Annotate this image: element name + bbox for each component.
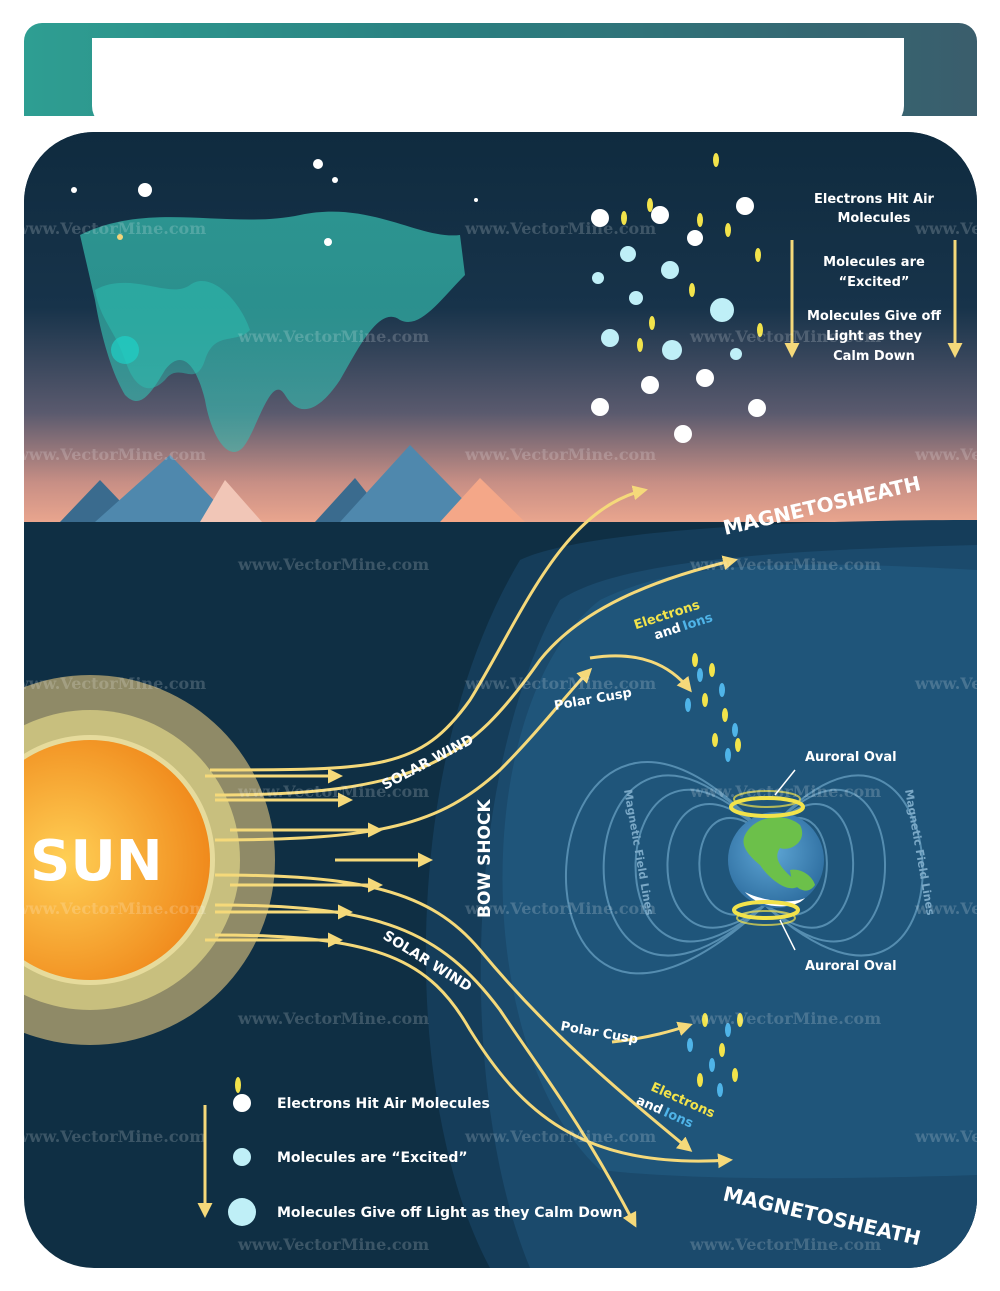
svg-text:Molecules Give off: Molecules Give off bbox=[807, 309, 942, 324]
svg-text:www.VectorMine.com: www.VectorMine.com bbox=[14, 219, 206, 238]
svg-text:Calm Down: Calm Down bbox=[833, 349, 915, 364]
sky-molecules bbox=[591, 153, 766, 443]
auroral-oval-bottom-label: Auroral Oval bbox=[805, 959, 897, 974]
svg-text:www.VectorMine.com: www.VectorMine.com bbox=[464, 674, 656, 693]
glowing-molecule-icon bbox=[228, 1198, 256, 1226]
excited-molecule-icon bbox=[233, 1148, 251, 1166]
svg-text:www.VectorMine.com: www.VectorMine.com bbox=[689, 327, 881, 346]
svg-text:Light as they: Light as they bbox=[826, 329, 922, 344]
svg-text:www.VectorMine.com: www.VectorMine.com bbox=[464, 1127, 656, 1146]
svg-text:www.VectorMine.com: www.VectorMine.com bbox=[14, 899, 206, 918]
legend-step-2: Molecules are “Excited” bbox=[277, 1150, 468, 1166]
auroral-oval-top bbox=[729, 796, 805, 818]
svg-text:www.VectorMine.com: www.VectorMine.com bbox=[464, 899, 656, 918]
legend-step-3: Molecules Give off Light as they Calm Do… bbox=[277, 1205, 622, 1221]
molecule-icon bbox=[233, 1094, 251, 1112]
electron-icon bbox=[235, 1077, 241, 1093]
earth bbox=[728, 812, 824, 908]
svg-text:www.VectorMine.com: www.VectorMine.com bbox=[689, 782, 881, 801]
magnetic-field-lines bbox=[564, 761, 924, 975]
process-legend: Electrons Hit Air Molecules Molecules ar… bbox=[197, 1077, 622, 1226]
sun-label: SUN bbox=[30, 829, 163, 894]
mountains bbox=[60, 445, 525, 522]
svg-text:www.VectorMine.com: www.VectorMine.com bbox=[14, 674, 206, 693]
aurora-glow bbox=[111, 336, 139, 364]
svg-text:www.VectorMine.com: www.VectorMine.com bbox=[689, 1235, 881, 1254]
svg-text:Molecules: Molecules bbox=[837, 211, 910, 226]
svg-text:www.VectorMine.com: www.VectorMine.com bbox=[237, 782, 429, 801]
svg-text:www.VectorMine.com: www.VectorMine.com bbox=[237, 555, 429, 574]
svg-text:www.VectorMine.com: www.VectorMine.com bbox=[237, 327, 429, 346]
svg-text:www.VectorMine.com: www.VectorMine.com bbox=[914, 1127, 1000, 1146]
aurora-curtain bbox=[80, 211, 465, 452]
svg-text:www.VectorMine.com: www.VectorMine.com bbox=[237, 1235, 429, 1254]
sky-steps: Electrons Hit Air Molecules Molecules ar… bbox=[807, 192, 942, 364]
title-pill bbox=[92, 38, 904, 128]
svg-text:Electrons Hit Air: Electrons Hit Air bbox=[814, 192, 935, 207]
svg-text:www.VectorMine.com: www.VectorMine.com bbox=[237, 1009, 429, 1028]
sun bbox=[24, 675, 275, 1045]
svg-text:www.VectorMine.com: www.VectorMine.com bbox=[914, 674, 1000, 693]
cusp-particles bbox=[685, 653, 743, 1097]
svg-text:www.VectorMine.com: www.VectorMine.com bbox=[14, 1127, 206, 1146]
bow-shock-label: BOW SHOCK bbox=[475, 799, 495, 918]
svg-text:www.VectorMine.com: www.VectorMine.com bbox=[914, 899, 1000, 918]
auroral-oval-bottom bbox=[732, 900, 800, 920]
svg-text:www.VectorMine.com: www.VectorMine.com bbox=[914, 445, 1000, 464]
legend-step-1: Electrons Hit Air Molecules bbox=[277, 1096, 490, 1112]
svg-text:www.VectorMine.com: www.VectorMine.com bbox=[464, 219, 656, 238]
solar-wind-arrows bbox=[204, 485, 738, 1228]
svg-text:Molecules are: Molecules are bbox=[823, 255, 925, 270]
aurora-highlight bbox=[95, 281, 250, 389]
auroral-oval-top-label: Auroral Oval bbox=[805, 750, 897, 765]
svg-text:“Excited”: “Excited” bbox=[839, 275, 910, 290]
svg-text:www.VectorMine.com: www.VectorMine.com bbox=[464, 445, 656, 464]
svg-text:www.VectorMine.com: www.VectorMine.com bbox=[914, 219, 1000, 238]
svg-text:www.VectorMine.com: www.VectorMine.com bbox=[689, 555, 881, 574]
stars bbox=[71, 159, 478, 246]
watermarks: www.VectorMine.com www.VectorMine.com ww… bbox=[14, 219, 1000, 1254]
svg-text:www.VectorMine.com: www.VectorMine.com bbox=[14, 445, 206, 464]
svg-text:www.VectorMine.com: www.VectorMine.com bbox=[689, 1009, 881, 1028]
